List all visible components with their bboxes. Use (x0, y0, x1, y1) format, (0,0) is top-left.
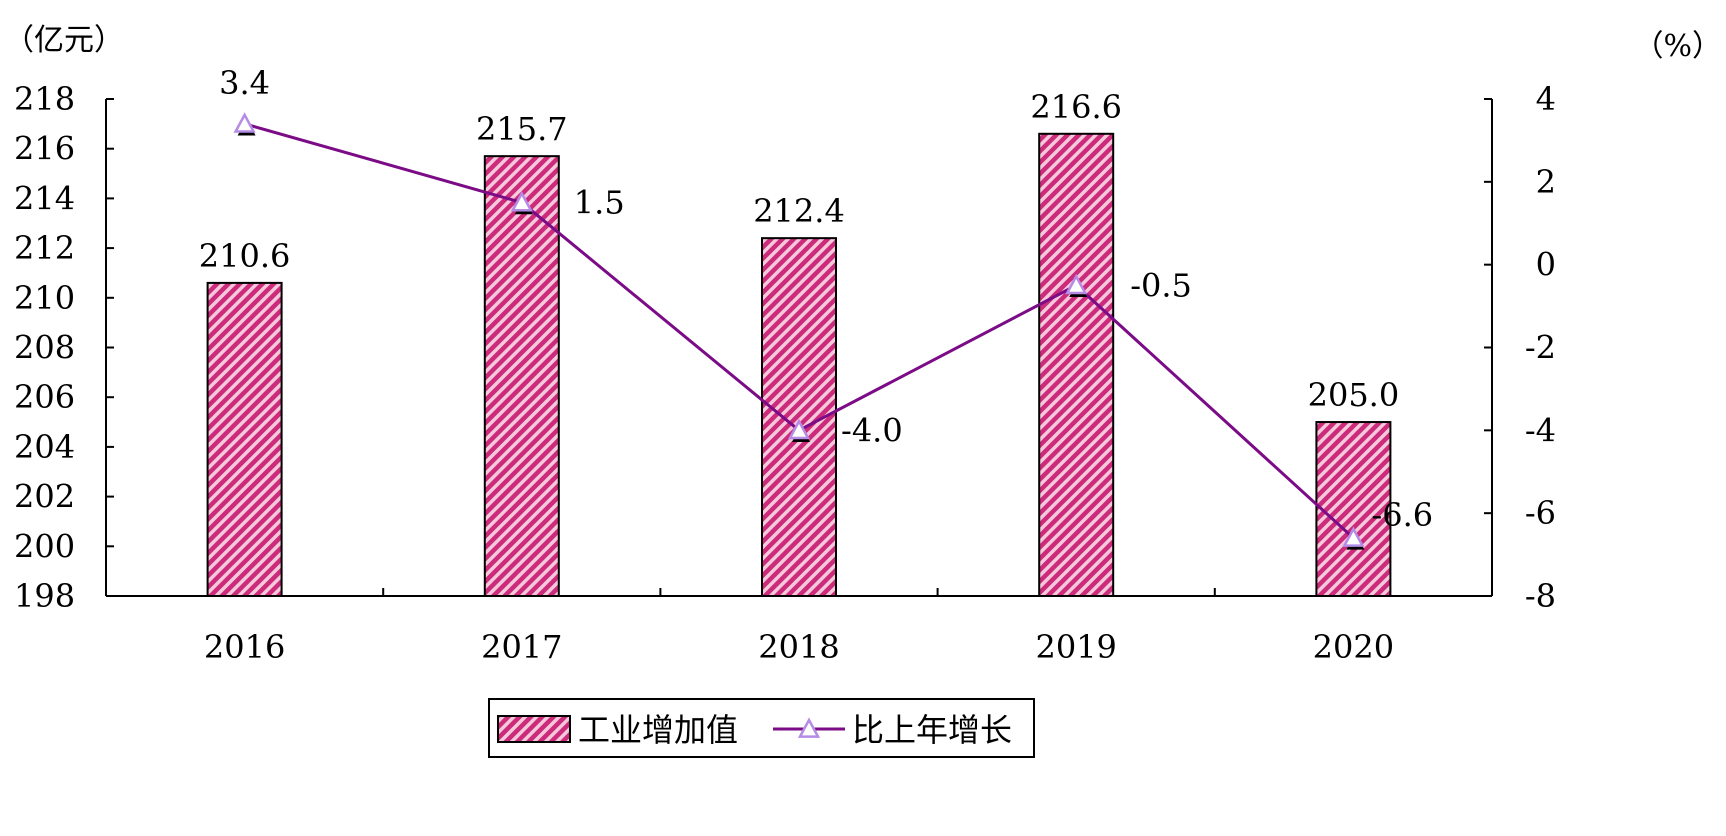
left-axis-tick-label: 200 (14, 527, 75, 565)
bar (1038, 132, 1115, 597)
right-axis-tick-label: -8 (1525, 577, 1556, 615)
bar (483, 155, 560, 597)
bar-value-label: 215.7 (476, 110, 568, 148)
x-axis-tick-label: 2018 (758, 628, 839, 666)
bar-series (206, 132, 1392, 597)
bar-value-label: 212.4 (753, 192, 845, 230)
line-value-label: -4.0 (841, 411, 903, 449)
line-marker (787, 418, 811, 440)
x-axis-tick-label: 2017 (481, 628, 562, 666)
line-marker (233, 112, 256, 133)
line-value-label: -6.6 (1371, 496, 1433, 534)
left-axis-tick-label: 204 (14, 428, 75, 466)
legend: 工业增加值 比上年增长 (488, 698, 1035, 758)
x-axis-tick-label: 2020 (1313, 628, 1394, 666)
left-axis-tick-label: 216 (14, 130, 75, 168)
line-value-label: 1.5 (574, 184, 625, 222)
bar (1315, 421, 1392, 597)
right-axis-tick-label: -4 (1525, 411, 1556, 449)
left-axis-unit: （亿元） (4, 23, 124, 58)
line-marker (510, 190, 533, 212)
left-axis-tick-label: 208 (14, 329, 75, 367)
right-axis-tick-label: 2 (1536, 163, 1556, 201)
bar-value-label: 216.6 (1030, 88, 1122, 126)
right-axis-tick-label: -2 (1525, 329, 1556, 367)
legend-bar-label: 工业增加值 (578, 711, 738, 749)
right-axis-tick-label: 4 (1536, 80, 1556, 118)
legend-line-label: 比上年增长 (852, 711, 1012, 749)
left-axis-tick-label: 198 (14, 577, 75, 615)
bar-value-label: 210.6 (199, 237, 291, 275)
bar (206, 281, 283, 597)
left-axis-tick-label: 214 (14, 179, 75, 217)
right-axis-unit: （%） (1633, 29, 1722, 64)
axes: 198200202204206208210212214216218-8-6-4-… (4, 23, 1722, 666)
x-axis-tick-label: 2016 (204, 628, 285, 666)
line-marker (1065, 273, 1088, 295)
data-labels: 210.6 215.7 212.4 216.6 205.0 3.4 1.5 -4.0 -0.5 -… (199, 64, 1433, 534)
left-axis-tick-label: 206 (14, 378, 75, 416)
legend-line-marker (797, 717, 821, 738)
right-axis-tick-label: -6 (1525, 494, 1556, 532)
line-value-label: 3.4 (219, 64, 270, 102)
right-axis-tick-label: 0 (1536, 246, 1556, 284)
legend-box (488, 698, 1035, 758)
line-value-label: -0.5 (1130, 266, 1192, 304)
legend-bar-swatch (497, 715, 571, 743)
line-series (233, 112, 1365, 550)
left-axis-tick-label: 212 (14, 229, 75, 267)
left-axis-tick-label: 210 (14, 279, 75, 317)
left-axis-tick-label: 218 (14, 80, 75, 118)
bar-value-label: 205.0 (1308, 376, 1400, 414)
x-axis-tick-label: 2019 (1035, 628, 1116, 666)
line-marker (1342, 526, 1365, 547)
left-axis-tick-label: 202 (14, 478, 75, 516)
